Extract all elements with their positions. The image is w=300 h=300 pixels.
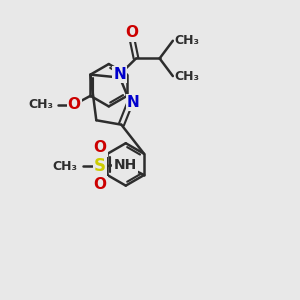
Text: CH₃: CH₃ — [52, 160, 77, 173]
Text: NH: NH — [113, 158, 136, 172]
Text: S: S — [94, 157, 106, 175]
Text: O: O — [93, 140, 106, 155]
Text: O: O — [93, 177, 106, 192]
Text: N: N — [113, 67, 126, 82]
Text: N: N — [127, 95, 140, 110]
Text: CH₃: CH₃ — [174, 34, 199, 47]
Text: O: O — [68, 97, 81, 112]
Text: CH₃: CH₃ — [174, 70, 199, 83]
Text: CH₃: CH₃ — [28, 98, 54, 111]
Text: O: O — [125, 25, 138, 40]
